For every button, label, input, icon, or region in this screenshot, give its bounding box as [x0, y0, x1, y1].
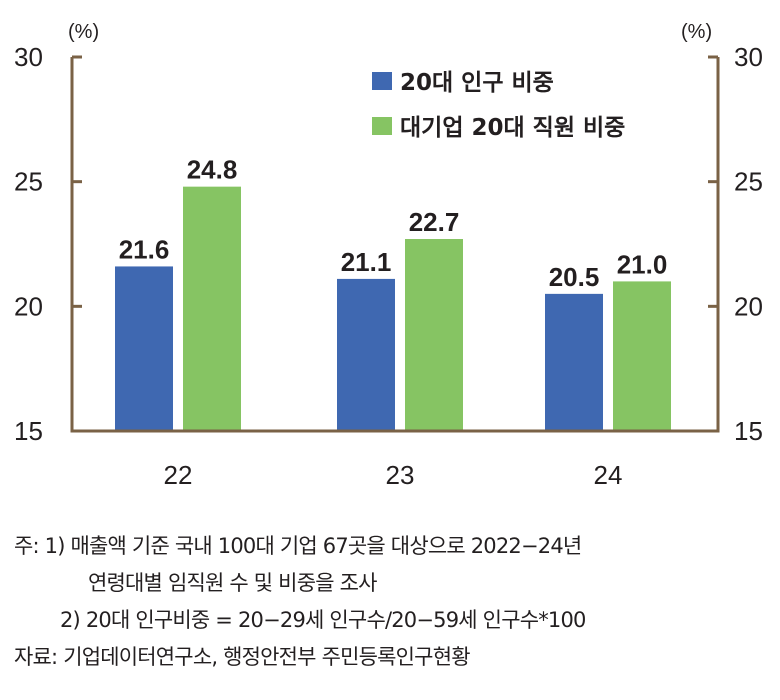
legend-swatch — [372, 72, 392, 90]
left-y-unit-label: (%) — [68, 21, 99, 43]
bar-population-24 — [545, 293, 603, 430]
bar-population-23 — [337, 278, 395, 430]
note-2: 2) 20대 인구비중 = 20−29세 인구수/20−59세 인구수*100 — [60, 608, 586, 632]
right-y-tick-label: 25 — [734, 167, 763, 197]
data-label: 24.8 — [187, 155, 238, 185]
x-tick-label: 22 — [164, 460, 193, 490]
x-tick-label: 23 — [386, 460, 415, 490]
bar-population-22 — [115, 266, 173, 430]
data-label: 21.1 — [341, 247, 392, 277]
note-1-continued: 연령대별 임직원 수 및 비중을 조사 — [88, 571, 377, 595]
legend-swatch — [372, 117, 392, 135]
right-y-tick-label: 20 — [734, 291, 763, 321]
right-y-tick-label: 30 — [734, 42, 763, 72]
source-note: 자료: 기업데이터연구소, 행정안전부 주민등록인구현황 — [14, 645, 471, 669]
data-label: 22.7 — [409, 207, 460, 237]
note-1: 주: 1) 매출액 기준 국내 100대 기업 67곳을 대상으로 2022−2… — [14, 534, 582, 558]
data-label: 21.6 — [119, 234, 170, 264]
left-y-tick-label: 30 — [14, 42, 43, 72]
bar-employee-22 — [183, 186, 241, 430]
bar-employee-24 — [613, 281, 671, 430]
left-y-tick-label: 15 — [14, 416, 43, 446]
data-label: 21.0 — [617, 249, 668, 279]
right-y-tick-label: 15 — [734, 416, 763, 446]
bar-chart: 15 15 20 20 25 25 30 30 (%) (%) 22 21.6 24.8 23 21.1 2… — [14, 21, 763, 490]
x-tick-label: 24 — [594, 460, 623, 490]
legend-label: 20대 인구 비중 — [400, 70, 554, 96]
legend-label: 대기업 20대 직원 비중 — [400, 115, 625, 141]
left-y-tick-label: 25 — [14, 167, 43, 197]
left-y-tick-label: 20 — [14, 291, 43, 321]
right-y-unit-label: (%) — [681, 21, 712, 43]
chart-notes: 주: 1) 매출액 기준 국내 100대 기업 67곳을 대상으로 2022−2… — [14, 528, 586, 676]
data-label: 20.5 — [549, 262, 600, 292]
bar-employee-23 — [405, 239, 463, 430]
